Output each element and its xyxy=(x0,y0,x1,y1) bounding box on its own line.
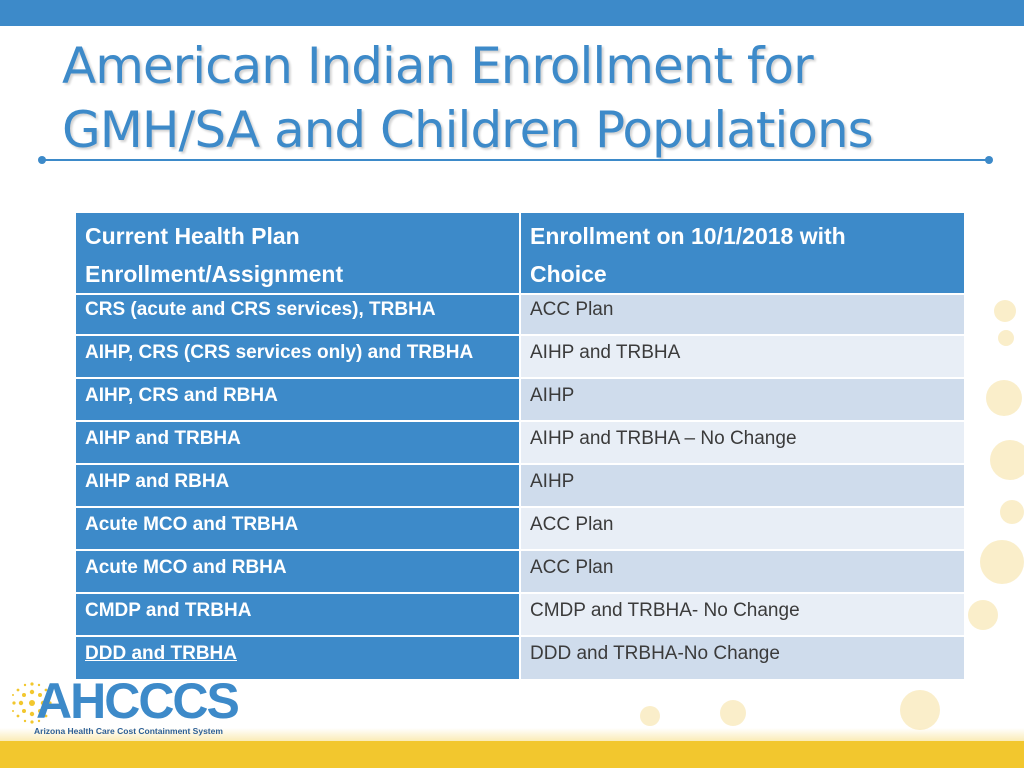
logo-subtitle: Arizona Health Care Cost Containment Sys… xyxy=(34,726,223,736)
header-current-plan-line-1: Current Health Plan xyxy=(85,223,300,249)
cell-current-plan: AIHP, CRS and RBHA xyxy=(76,377,521,421)
cell-enrollment: AIHP xyxy=(520,463,964,507)
header-enrollment-line-2: Choice xyxy=(530,261,607,287)
header-current-plan: Current Health Plan Enrollment/Assignmen… xyxy=(76,213,521,294)
cell-enrollment: ACC Plan xyxy=(520,549,964,593)
footer-fade xyxy=(0,728,1024,741)
table-row: Acute MCO and RBHA ACC Plan xyxy=(76,549,964,593)
table-row: AIHP and TRBHA AIHP and TRBHA – No Chang… xyxy=(76,420,964,464)
table-header-row: Current Health Plan Enrollment/Assignmen… xyxy=(76,213,964,294)
cell-current-plan: CRS (acute and CRS services), TRBHA xyxy=(76,293,521,335)
cell-current-plan: DDD and TRBHA xyxy=(76,635,521,679)
slide-title: American Indian Enrollment for GMH/SA an… xyxy=(62,34,982,162)
table-row: DDD and TRBHA DDD and TRBHA-No Change xyxy=(76,635,964,679)
ddd-trbha-link[interactable]: DDD and TRBHA xyxy=(85,643,237,664)
cell-enrollment: DDD and TRBHA-No Change xyxy=(520,635,964,679)
cell-enrollment: AIHP and TRBHA xyxy=(520,334,964,378)
cell-current-plan: Acute MCO and RBHA xyxy=(76,549,521,593)
top-bar xyxy=(0,0,1024,26)
slide-title-line-2: GMH/SA and Children Populations xyxy=(62,101,874,159)
cell-enrollment: ACC Plan xyxy=(520,293,964,335)
cell-current-plan: AIHP and TRBHA xyxy=(76,420,521,464)
underline-dot-left xyxy=(38,156,46,164)
underline-dot-right xyxy=(985,156,993,164)
cell-enrollment: AIHP xyxy=(520,377,964,421)
sun-burst-icon xyxy=(12,682,52,724)
header-enrollment-line-1: Enrollment on 10/1/2018 with xyxy=(530,223,846,249)
ahcccs-logo: AHCCCS Arizona Health Care Cost Containm… xyxy=(10,672,250,740)
table-row: Acute MCO and TRBHA ACC Plan xyxy=(76,506,964,550)
logo-wordmark: AHCCCS xyxy=(36,673,240,729)
enrollment-table: Current Health Plan Enrollment/Assignmen… xyxy=(76,213,964,679)
cell-enrollment: AIHP and TRBHA – No Change xyxy=(520,420,964,464)
cell-enrollment: ACC Plan xyxy=(520,506,964,550)
footer-bar xyxy=(0,741,1024,768)
cell-current-plan: Acute MCO and TRBHA xyxy=(76,506,521,550)
cell-current-plan: AIHP, CRS (CRS services only) and TRBHA xyxy=(76,334,521,378)
header-enrollment: Enrollment on 10/1/2018 with Choice xyxy=(520,213,964,294)
title-underline xyxy=(42,159,990,161)
cell-current-plan: AIHP and RBHA xyxy=(76,463,521,507)
table-row: CMDP and TRBHA CMDP and TRBHA- No Change xyxy=(76,592,964,636)
table-row: CRS (acute and CRS services), TRBHA ACC … xyxy=(76,293,964,335)
table-row: AIHP, CRS and RBHA AIHP xyxy=(76,377,964,421)
slide-title-line-1: American Indian Enrollment for xyxy=(62,37,814,95)
table-row: AIHP and RBHA AIHP xyxy=(76,463,964,507)
table-row: AIHP, CRS (CRS services only) and TRBHA … xyxy=(76,334,964,378)
cell-enrollment: CMDP and TRBHA- No Change xyxy=(520,592,964,636)
cell-current-plan: CMDP and TRBHA xyxy=(76,592,521,636)
header-current-plan-line-2: Enrollment/Assignment xyxy=(85,261,344,287)
